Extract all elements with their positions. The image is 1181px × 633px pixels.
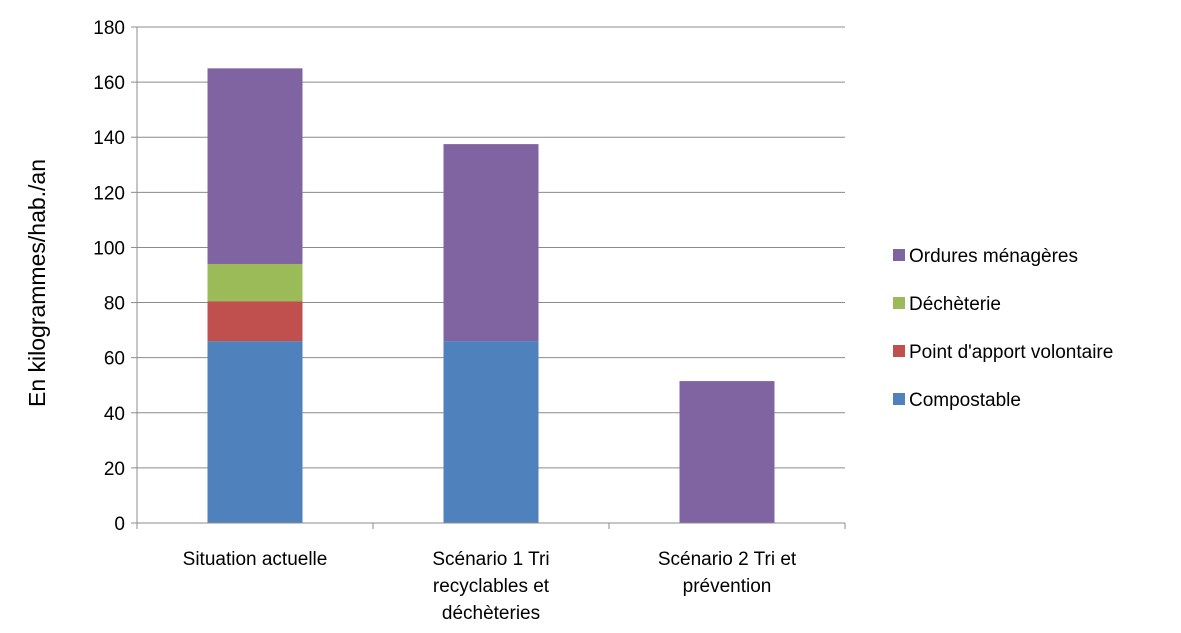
bar-segment	[207, 68, 303, 264]
bar-segment	[207, 341, 303, 523]
y-tick-label: 140	[93, 128, 125, 149]
x-category-label-line: Situation actuelle	[183, 549, 328, 570]
y-tick-labels: 0 20 40 60 80 100 120 140 160 180	[93, 18, 125, 535]
y-tick-label: 60	[104, 349, 125, 370]
y-tick-label: 180	[93, 18, 125, 39]
x-category-label: Scénario 2 Tri et prévention	[658, 549, 797, 597]
x-category-label-line: Scénario 1 Tri	[432, 549, 549, 570]
y-tick-label: 20	[104, 459, 125, 480]
bar-segment	[207, 301, 303, 342]
y-axis-label: En kilogrammes/hab./an	[24, 159, 50, 407]
legend-label: Ordures ménagères	[909, 246, 1078, 267]
bar-segment	[679, 381, 775, 523]
legend-swatch	[893, 345, 905, 357]
x-category-label-line: déchèteries	[442, 603, 540, 624]
y-tick-label: 100	[93, 238, 125, 259]
x-category-label-line: prévention	[683, 576, 772, 597]
x-category-labels: Situation actuelle Scénario 1 Tri recyclab…	[183, 549, 797, 624]
x-category-label: Scénario 1 Tri recyclables et déchèteries	[432, 549, 549, 624]
legend-label: Compostable	[909, 390, 1021, 411]
bars	[207, 68, 775, 523]
y-tick-label: 160	[93, 73, 125, 94]
legend-label: Déchèterie	[909, 294, 1001, 315]
y-tick-label: 0	[114, 514, 125, 535]
bar-segment	[443, 341, 539, 523]
y-tick-label: 120	[93, 183, 125, 204]
axes	[136, 27, 846, 529]
x-category-label-line: Scénario 2 Tri et	[658, 549, 797, 570]
legend: Ordures ménagères Déchèterie Point d'appor…	[893, 246, 1113, 411]
legend-swatch	[893, 297, 905, 309]
legend-swatch	[893, 249, 905, 261]
bar-segment	[443, 144, 539, 342]
y-tick-label: 80	[104, 294, 125, 315]
legend-label: Point d'apport volontaire	[909, 342, 1113, 363]
legend-swatch	[893, 393, 905, 405]
y-tick-label: 40	[104, 404, 125, 425]
x-category-label: Situation actuelle	[183, 549, 328, 570]
x-category-label-line: recyclables et	[433, 576, 550, 597]
bar-segment	[207, 263, 303, 302]
